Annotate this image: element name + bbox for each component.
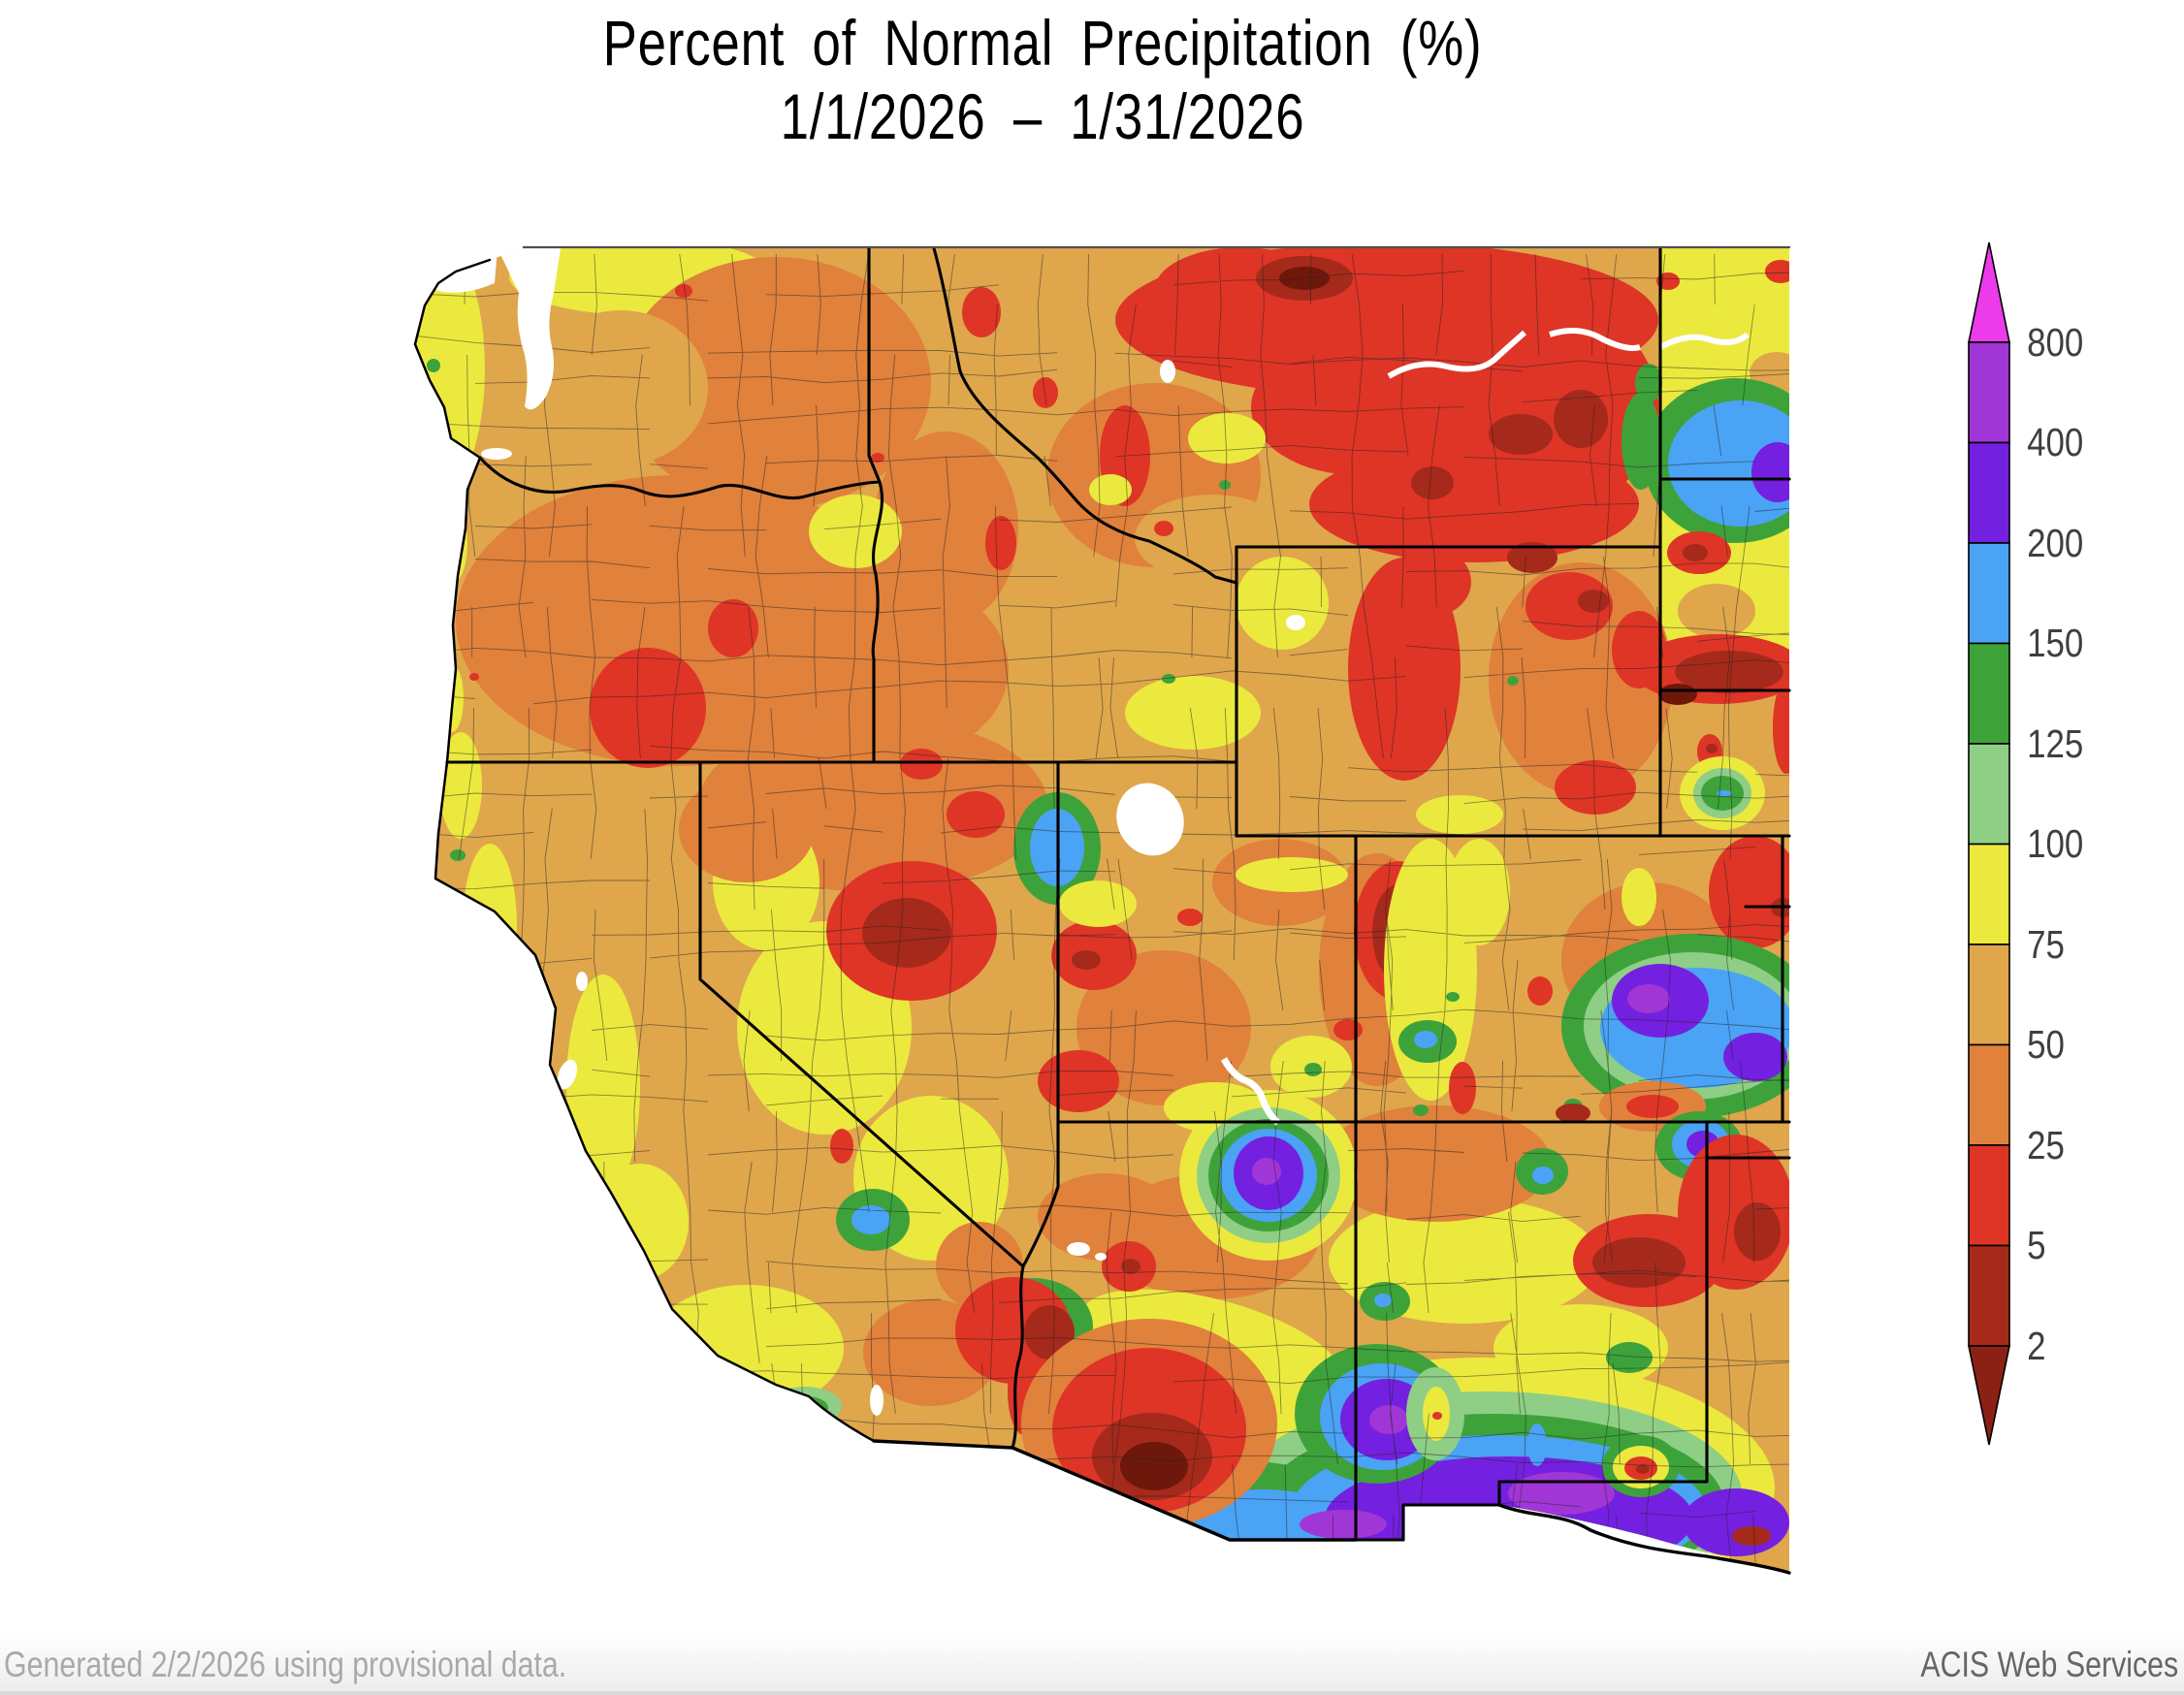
footer-service-text: ACIS Web Services xyxy=(1920,1645,2178,1684)
colorbar-tick: 200 xyxy=(2027,522,2083,565)
colorbar-tick: 50 xyxy=(2027,1023,2065,1067)
colorbar-tick: 800 xyxy=(2027,321,2083,365)
colorbar-tick: 5 xyxy=(2027,1224,2045,1267)
colorbar-tick: 125 xyxy=(2027,722,2083,766)
colorbar-tick: 400 xyxy=(2027,421,2083,464)
map-land xyxy=(415,248,1789,1573)
colorbar-arrow-down xyxy=(1968,1345,2010,1446)
colorbar-tick: 100 xyxy=(2027,822,2083,866)
contour-blobs xyxy=(427,248,1789,1573)
footer-generated-text: Generated 2/2/2026 using provisional dat… xyxy=(4,1645,567,1684)
colorbar-tick: 25 xyxy=(2027,1124,2065,1167)
colorbar-ticks: 800 400 200 150 125 100 75 50 25 5 2 xyxy=(2027,321,2083,1368)
map-title: Percent of Normal Precipitation (%) 1/1/… xyxy=(0,6,2085,153)
state-borders xyxy=(413,245,1791,1575)
coastline xyxy=(413,258,876,1443)
map-title-line1: Percent of Normal Precipitation (%) xyxy=(602,7,1483,79)
footer-band xyxy=(0,1633,2184,1695)
colorbar-tick: 2 xyxy=(2027,1325,2045,1368)
colorbar-tick: 75 xyxy=(2027,923,2065,967)
lakes xyxy=(415,248,1750,1416)
colorbar-tick: 150 xyxy=(2027,622,2083,665)
map-title-line2: 1/1/2026 – 1/31/2026 xyxy=(780,80,1305,152)
colorbar: 800 400 200 150 125 100 75 50 25 5 2 xyxy=(1968,241,2083,1446)
colorbar-arrow-up xyxy=(1968,241,2010,343)
